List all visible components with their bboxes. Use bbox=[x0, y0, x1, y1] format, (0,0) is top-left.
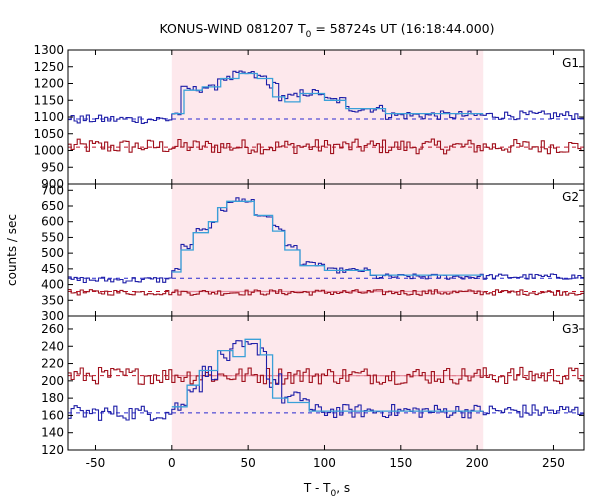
series-red-lightcurve bbox=[68, 138, 584, 155]
y-tick-label: 1150 bbox=[33, 93, 64, 107]
y-tick-label: 700 bbox=[41, 183, 64, 197]
series-blue-lightcurve bbox=[68, 340, 584, 421]
y-tick-label: 200 bbox=[41, 374, 64, 388]
panel-plot-area bbox=[68, 70, 584, 155]
x-tick-label: 50 bbox=[241, 456, 256, 470]
panel-plot-area bbox=[68, 338, 584, 421]
y-tick-label: 120 bbox=[41, 443, 64, 457]
burst-interval-shade bbox=[171, 316, 484, 450]
series-red-lightcurve bbox=[68, 289, 584, 296]
panel-g3: 120 140 160 180 200 220 240 260 -50 0 50 100 150 200 2… bbox=[41, 315, 585, 470]
y-tick-label: 1000 bbox=[33, 144, 64, 158]
y-tick-label: 180 bbox=[41, 391, 64, 405]
x-axis-label: T - T0, s bbox=[303, 481, 350, 499]
x-tick-label: 250 bbox=[542, 456, 565, 470]
y-tick-label: 1100 bbox=[33, 110, 64, 124]
series-red-lightcurve bbox=[68, 366, 584, 385]
y-tick-label: 160 bbox=[41, 408, 64, 422]
y-tick-label: 1050 bbox=[33, 127, 64, 141]
series-cyan-fit bbox=[171, 72, 484, 115]
y-tick-label: 950 bbox=[41, 160, 64, 174]
y-tick-label: 550 bbox=[41, 230, 64, 244]
y-tick-label: 450 bbox=[41, 262, 64, 276]
panel-label-g3: G3 bbox=[562, 322, 579, 336]
y-tick-label: 350 bbox=[41, 293, 64, 307]
series-blue-lightcurve bbox=[68, 70, 584, 124]
y-tick-label: 900 bbox=[41, 177, 64, 191]
panel-frame bbox=[67, 315, 585, 451]
y-tick-label: 1200 bbox=[33, 77, 64, 91]
x-tick-label: -50 bbox=[86, 456, 106, 470]
burst-interval-shade bbox=[171, 184, 484, 316]
y-tick-label: 400 bbox=[41, 278, 64, 292]
y-axis-label: counts / sec bbox=[5, 214, 19, 286]
burst-interval-shade bbox=[171, 50, 484, 184]
y-tick-label: 1300 bbox=[33, 43, 64, 57]
y-tick-label: 240 bbox=[41, 339, 64, 353]
y-tick-label: 500 bbox=[41, 246, 64, 260]
x-tick-label: 100 bbox=[313, 456, 336, 470]
panel-label-g2: G2 bbox=[562, 190, 579, 204]
y-tick-label: 260 bbox=[41, 322, 64, 336]
chart-panels: 9009501000105011001150120012501300G13003… bbox=[33, 43, 585, 470]
panel-g1: 900 950 1000 1050 1100 1150 1200 1250 1300 G1 bbox=[33, 43, 585, 191]
x-tick-label: 150 bbox=[389, 456, 412, 470]
x-tick-label: 0 bbox=[168, 456, 176, 470]
y-tick-label: 600 bbox=[41, 215, 64, 229]
y-tick-label: 300 bbox=[41, 309, 64, 323]
chart-title: KONUS-WIND 081207 T0 = 58724s UT (16:18:… bbox=[159, 21, 494, 40]
y-tick-label: 140 bbox=[41, 426, 64, 440]
series-cyan-fit bbox=[171, 338, 484, 412]
panel-label-g1: G1 bbox=[562, 56, 579, 70]
x-tick-label: 200 bbox=[466, 456, 489, 470]
y-tick-label: 650 bbox=[41, 199, 64, 213]
y-tick-label: 220 bbox=[41, 357, 64, 371]
series-cyan-fit bbox=[171, 200, 484, 276]
panel-plot-area bbox=[68, 197, 584, 296]
y-tick-label: 1250 bbox=[33, 60, 64, 74]
